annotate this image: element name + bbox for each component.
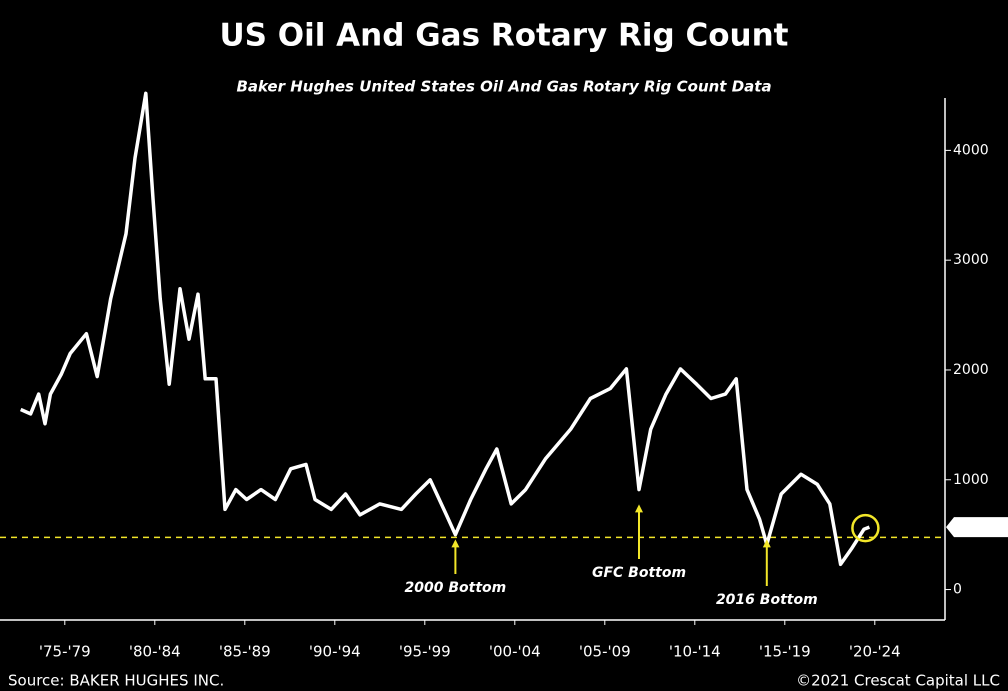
x-tick-label: '95-'99	[399, 643, 451, 661]
copyright: ©2021 Crescat Capital LLC	[796, 672, 1000, 690]
x-tick-label: '10-'14	[669, 643, 721, 661]
x-tick-label: '20-'24	[849, 643, 901, 661]
current-label-box	[946, 517, 1008, 538]
y-tick-label: 0	[953, 582, 962, 598]
annotation: GFC Bottom	[592, 565, 686, 581]
annotation: 2016 Bottom	[716, 592, 818, 608]
x-tick-label: '85-'89	[219, 643, 271, 661]
current-label: 569.00	[957, 520, 1003, 535]
source: Source: BAKER HUGHES INC.	[8, 672, 224, 690]
x-tick-label: '15-'19	[759, 643, 811, 661]
annotation-arrowhead	[762, 539, 771, 548]
y-tick-label: 4000	[953, 142, 989, 158]
x-tick-label: '05-'09	[579, 643, 631, 661]
annotation-arrowhead	[635, 504, 643, 513]
annotation-arrowhead	[451, 539, 460, 548]
x-tick-label: '00-'04	[489, 643, 541, 661]
current-circle	[851, 513, 880, 543]
y-tick-label: 2000	[953, 362, 989, 378]
y-tick-label: 1000	[953, 472, 989, 488]
line	[19, 91, 871, 567]
annotation: 2000 Bottom	[405, 580, 507, 596]
x-tick-label: '80-'84	[129, 643, 181, 661]
x-tick-label: '75-'79	[39, 643, 91, 661]
chart-title: US Oil And Gas Rotary Rig Count	[219, 18, 788, 54]
chart-subtitle: Baker Hughes United States Oil And Gas R…	[236, 78, 771, 96]
x-tick-label: '90-'94	[309, 643, 361, 661]
y-tick-label: 3000	[953, 252, 989, 268]
